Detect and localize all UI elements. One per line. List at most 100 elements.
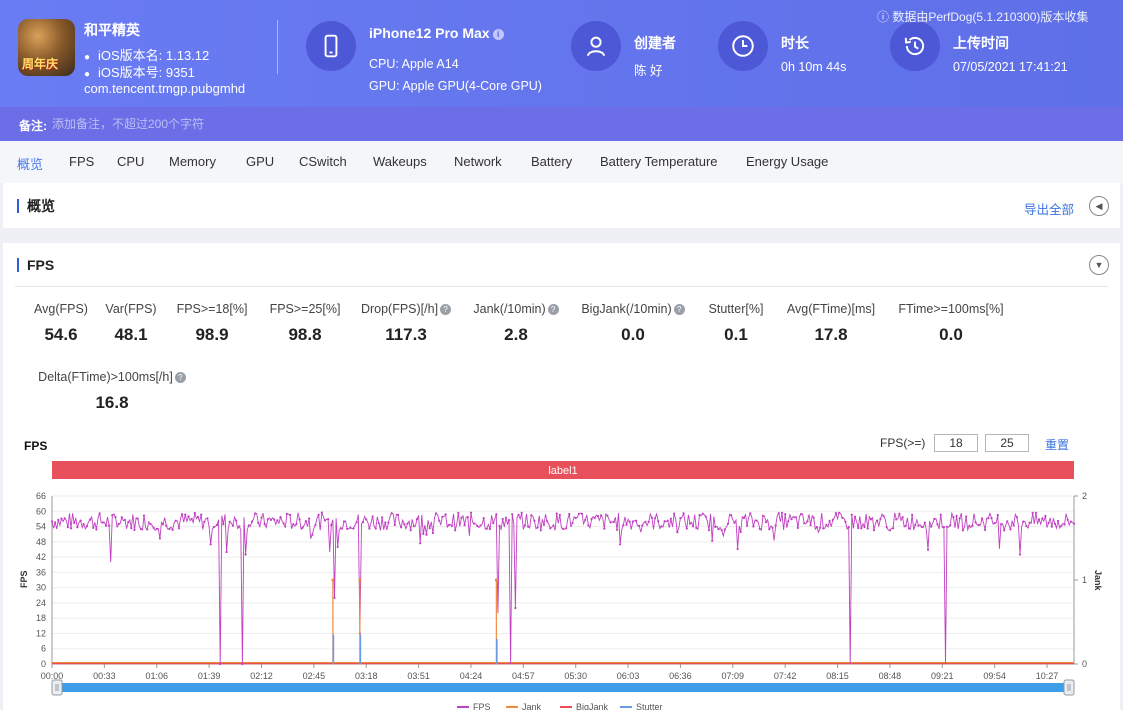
fps-point [333,596,336,599]
help-icon[interactable]: ? [440,304,452,315]
fps-point [577,512,581,515]
label-band-text: label1 [548,465,577,477]
fps-point [155,527,158,530]
tab-wakeups[interactable]: Wakeups [373,154,427,169]
fps-point [695,526,698,529]
fps-point [231,524,234,527]
fps-point [942,526,946,529]
fps-threshold-high-input[interactable] [985,434,1029,452]
fps-point [292,523,295,526]
tab-memory[interactable]: Memory [169,154,216,169]
fps-point [704,515,707,518]
x-tick-label: 08:15 [826,671,849,681]
fps-point [174,519,177,522]
tab-cswitch[interactable]: CSwitch [299,154,347,169]
fps-point [771,526,774,529]
fps-point [815,526,819,529]
fps-point [114,515,117,519]
fps-point [60,517,63,520]
fps-point [298,518,301,521]
fps-point [641,524,644,527]
jank-point [494,578,498,582]
fps-point [69,527,73,530]
fps-point [825,523,828,526]
tab-network[interactable]: Network [454,154,502,169]
fps-point [1044,514,1047,518]
export-all-link[interactable]: 导出全部 [1024,203,1075,217]
fps-point [533,519,536,522]
fps-point [466,516,469,519]
tab-fps[interactable]: FPS [69,154,95,169]
metric-value: 54.6 [44,325,78,344]
reset-threshold-link[interactable]: 重置 [1045,438,1070,452]
report-header: 周年庆 和平精英 ● iOS版本名: 1.13.12 ● iOS版本号: 9351 … [0,0,1123,107]
fps-point [320,511,323,514]
metric-label: Var(FPS) [105,302,157,316]
fps-point [82,523,85,526]
info-icon[interactable]: i [492,28,504,40]
fps-point [485,527,488,530]
remark-input[interactable] [52,114,452,134]
help-icon[interactable]: ? [547,304,559,315]
fps-point [342,520,346,523]
fps-point [85,525,88,528]
fps-point [580,512,584,515]
tab-overview[interactable]: 概览 [17,157,44,172]
tab-gpu[interactable]: GPU [246,154,275,169]
x-tick-label: 09:54 [983,671,1006,681]
fps-point [539,529,542,532]
fps-point [892,527,895,530]
metric-label: Delta(FTime)>100ms[/h]? [32,370,192,384]
fps-point [193,511,196,515]
fps-point [752,525,755,528]
fps-point [523,524,527,527]
fps-point [549,527,552,530]
tab-cpu[interactable]: CPU [117,154,145,169]
metric-label: Stutter[%] [708,302,764,316]
tab-battery-temperature[interactable]: Battery Temperature [600,154,718,169]
help-icon[interactable]: ? [174,372,186,383]
fps-point [993,522,996,525]
fps-point [850,513,853,516]
fps-point [1031,511,1034,514]
help-icon[interactable]: ? [673,304,685,315]
fps-point [454,529,457,532]
fps-point [63,517,66,520]
fps-point [117,522,120,526]
jank-point [331,578,335,582]
fps-point [561,527,565,530]
fps-point [857,526,860,530]
y-tick-label: 66 [36,491,46,501]
tab-battery[interactable]: Battery [531,154,573,169]
fps-point [701,512,704,515]
fps-point [463,524,466,527]
fps-point [999,523,1003,526]
fps-point [971,524,974,527]
fps-point [711,539,714,542]
x-tick-label: 00:00 [41,671,64,681]
fps-point [244,553,247,556]
metric-label: BigJank(/10min)? [553,302,713,316]
fps-point [438,519,441,522]
fps-threshold-low-input[interactable] [934,434,978,452]
fps-point [596,515,600,518]
metric-6: BigJank(/10min)? 0.0 [553,302,713,345]
zoom-slider-handle[interactable] [51,679,63,696]
collapse-down-icon[interactable]: ▼ [1089,255,1109,275]
fps-point [1053,522,1057,525]
collapse-left-icon[interactable]: ◀ [1089,196,1109,216]
tab-energy-usage[interactable]: Energy Usage [746,154,829,169]
fps-point [79,519,82,522]
header-divider [277,20,278,74]
fps-point [622,524,625,527]
metric-value: 48.1 [114,325,148,344]
fps-point [736,547,739,550]
fps-point [565,527,568,530]
fps-point [368,527,371,530]
zoom-slider-handle[interactable] [1063,679,1075,696]
fps-point [739,530,742,534]
fps-point [314,523,317,526]
fps-point [460,516,463,519]
fps-point [765,521,768,524]
fps-point [203,520,206,524]
